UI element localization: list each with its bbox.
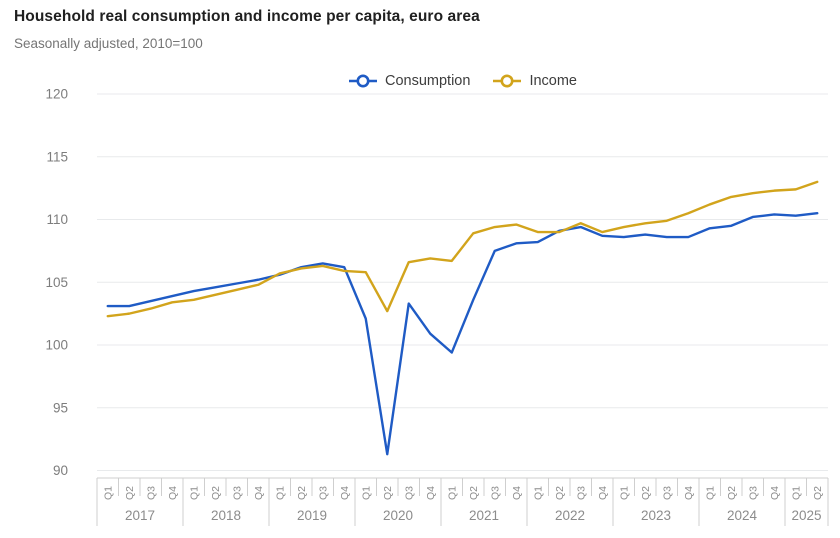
y-axis-label: 105 xyxy=(45,275,68,290)
quarter-label: Q1 xyxy=(618,486,630,500)
chart-title: Household real consumption and income pe… xyxy=(14,8,480,25)
quarter-label: Q1 xyxy=(102,486,114,500)
quarter-label: Q1 xyxy=(188,486,200,500)
quarter-label: Q4 xyxy=(511,486,523,500)
y-axis-label: 115 xyxy=(46,149,68,164)
series-consumption xyxy=(106,212,819,456)
quarter-label: Q1 xyxy=(532,486,544,500)
quarter-label: Q1 xyxy=(274,486,286,500)
quarter-label: Q3 xyxy=(145,486,157,500)
year-label: 2019 xyxy=(297,508,327,523)
quarter-label: Q3 xyxy=(575,486,587,500)
quarter-label: Q4 xyxy=(683,486,695,500)
quarter-label: Q2 xyxy=(640,486,652,500)
quarter-label: Q2 xyxy=(554,486,566,500)
quarter-label: Q4 xyxy=(167,486,179,500)
quarter-label: Q2 xyxy=(726,486,738,500)
legend-item-consumption[interactable]: Consumption xyxy=(348,73,470,89)
quarter-label: Q3 xyxy=(747,486,759,500)
legend: Consumption Income xyxy=(97,70,828,92)
quarter-label: Q4 xyxy=(253,486,265,500)
quarter-label: Q3 xyxy=(317,486,329,500)
y-axis-label: 95 xyxy=(53,400,68,415)
year-label: 2018 xyxy=(211,508,241,523)
consumption-line-marker-icon xyxy=(349,74,377,88)
quarter-label: Q2 xyxy=(210,486,222,500)
quarter-label: Q2 xyxy=(124,486,136,500)
quarter-label: Q2 xyxy=(468,486,480,500)
quarter-label: Q1 xyxy=(790,486,802,500)
quarter-label: Q1 xyxy=(446,486,458,500)
legend-label-consumption: Consumption xyxy=(385,73,471,89)
quarter-label: Q1 xyxy=(360,486,372,500)
year-label: 2020 xyxy=(383,508,413,523)
income-line-marker-icon xyxy=(493,74,522,88)
year-label: 2021 xyxy=(469,508,499,523)
y-axis-label: 110 xyxy=(46,212,68,227)
y-axis-label: 120 xyxy=(45,87,68,102)
quarter-label: Q2 xyxy=(812,486,824,500)
quarter-label: Q4 xyxy=(425,486,437,500)
quarter-label: Q3 xyxy=(231,486,243,500)
quarter-label: Q1 xyxy=(704,486,716,500)
quarter-label: Q3 xyxy=(403,486,415,500)
quarter-label: Q3 xyxy=(489,486,501,500)
quarter-label: Q4 xyxy=(339,486,351,500)
year-label: 2024 xyxy=(727,508,758,523)
legend-item-income[interactable]: Income xyxy=(492,73,577,89)
quarter-label: Q4 xyxy=(597,486,609,500)
year-label: 2017 xyxy=(125,508,155,523)
chart-subtitle: Seasonally adjusted, 2010=100 xyxy=(14,36,203,51)
year-label: 2022 xyxy=(555,508,585,523)
quarter-label: Q2 xyxy=(382,486,394,500)
year-label: 2023 xyxy=(641,508,671,523)
year-label: 2025 xyxy=(791,508,821,523)
series-income xyxy=(106,180,819,318)
quarter-label: Q3 xyxy=(661,486,673,500)
y-axis-label: 100 xyxy=(45,338,68,353)
quarter-label: Q2 xyxy=(296,486,308,500)
legend-label-income: Income xyxy=(529,73,577,89)
quarter-label: Q4 xyxy=(769,486,781,500)
y-axis-label: 90 xyxy=(53,463,68,478)
